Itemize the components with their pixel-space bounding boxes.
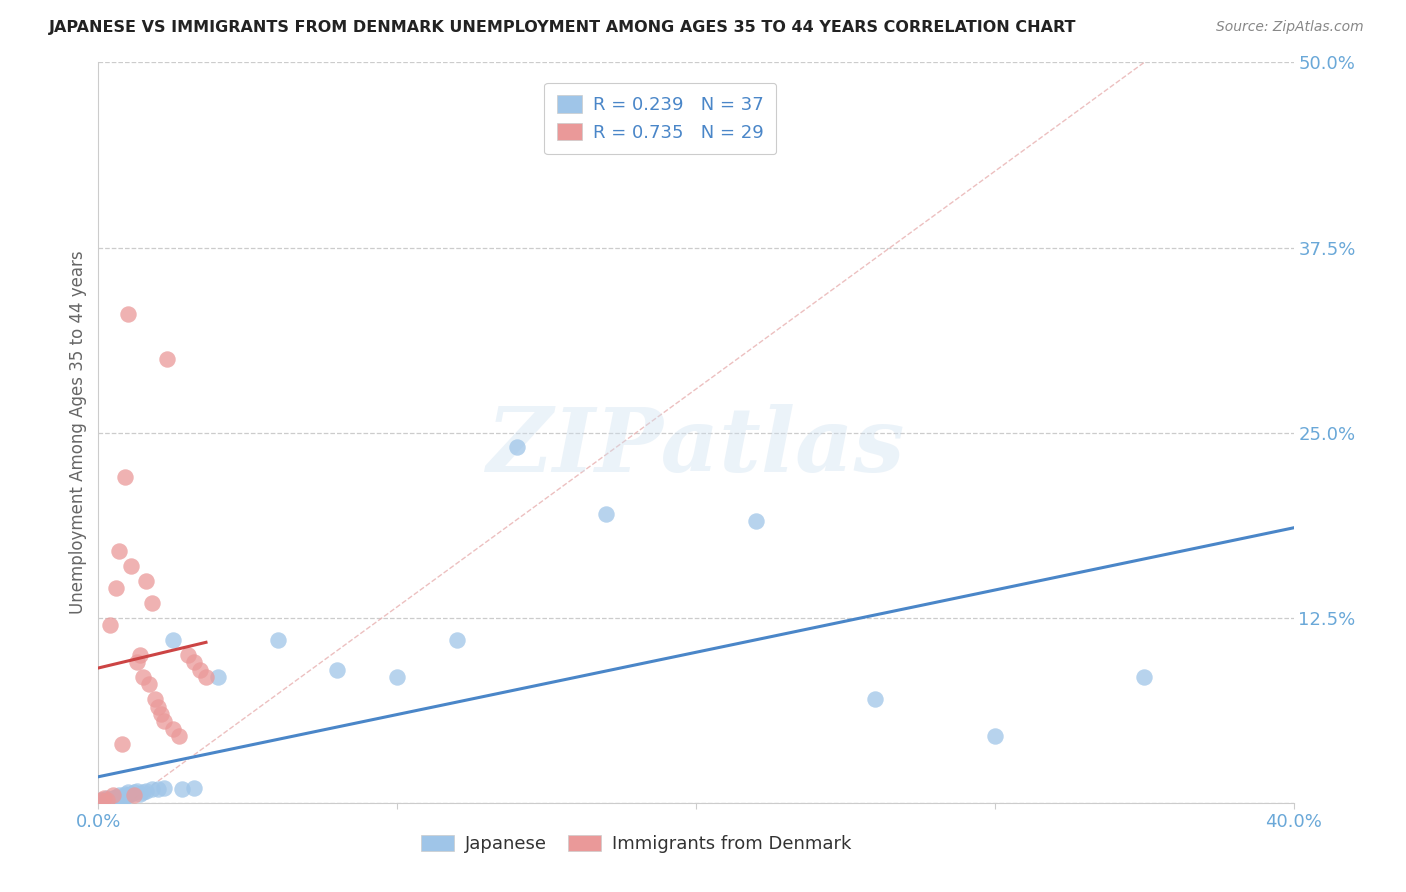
Point bbox=[103, 789, 125, 803]
Point bbox=[132, 670, 155, 684]
Point bbox=[138, 677, 160, 691]
Point bbox=[124, 789, 146, 803]
Point bbox=[172, 782, 194, 797]
Point bbox=[103, 791, 125, 805]
Point bbox=[141, 782, 163, 797]
Point bbox=[114, 470, 136, 484]
Legend: Japanese, Immigrants from Denmark: Japanese, Immigrants from Denmark bbox=[415, 828, 858, 861]
Point bbox=[93, 793, 115, 807]
Point bbox=[98, 618, 122, 632]
Point bbox=[183, 655, 205, 669]
Point bbox=[117, 789, 139, 803]
Point bbox=[127, 784, 149, 798]
Point bbox=[1133, 670, 1156, 684]
Text: Source: ZipAtlas.com: Source: ZipAtlas.com bbox=[1216, 20, 1364, 34]
Point bbox=[595, 507, 617, 521]
Point bbox=[114, 787, 136, 801]
Point bbox=[90, 793, 112, 807]
Point bbox=[108, 544, 131, 558]
Point bbox=[207, 670, 229, 684]
Point bbox=[105, 793, 128, 807]
Point bbox=[150, 706, 173, 721]
Point bbox=[129, 648, 152, 662]
Point bbox=[188, 663, 211, 677]
Point bbox=[162, 722, 184, 736]
Point bbox=[117, 307, 139, 321]
Point bbox=[114, 789, 136, 804]
Point bbox=[148, 699, 170, 714]
Point bbox=[129, 787, 152, 801]
Point bbox=[120, 558, 142, 573]
Point bbox=[183, 780, 205, 795]
Point bbox=[143, 692, 166, 706]
Point bbox=[177, 648, 200, 662]
Point bbox=[745, 515, 768, 529]
Point bbox=[326, 663, 349, 677]
Point bbox=[267, 632, 290, 647]
Point bbox=[124, 785, 146, 799]
Point bbox=[162, 632, 184, 647]
Point bbox=[98, 793, 122, 807]
Point bbox=[108, 789, 131, 803]
Point bbox=[105, 789, 128, 804]
Point bbox=[167, 729, 190, 743]
Point bbox=[105, 581, 128, 595]
Point bbox=[93, 791, 115, 805]
Text: JAPANESE VS IMMIGRANTS FROM DENMARK UNEMPLOYMENT AMONG AGES 35 TO 44 YEARS CORRE: JAPANESE VS IMMIGRANTS FROM DENMARK UNEM… bbox=[49, 20, 1077, 35]
Point bbox=[96, 793, 118, 807]
Point bbox=[111, 737, 134, 751]
Point bbox=[90, 793, 112, 807]
Point bbox=[141, 596, 163, 610]
Point bbox=[446, 632, 468, 647]
Point bbox=[108, 791, 131, 805]
Point bbox=[156, 351, 179, 366]
Point bbox=[96, 791, 118, 805]
Y-axis label: Unemployment Among Ages 35 to 44 years: Unemployment Among Ages 35 to 44 years bbox=[69, 251, 87, 615]
Point bbox=[385, 670, 409, 684]
Point bbox=[132, 785, 155, 799]
Point bbox=[984, 729, 1007, 743]
Point bbox=[153, 780, 176, 795]
Point bbox=[135, 574, 157, 588]
Point bbox=[135, 784, 157, 798]
Point bbox=[506, 441, 529, 455]
Point bbox=[120, 787, 142, 801]
Point bbox=[195, 670, 218, 684]
Point bbox=[117, 785, 139, 799]
Point bbox=[153, 714, 176, 729]
Point bbox=[127, 655, 149, 669]
Text: ZIPatlas: ZIPatlas bbox=[488, 404, 904, 491]
Point bbox=[148, 782, 170, 797]
Point bbox=[865, 692, 887, 706]
Point bbox=[111, 789, 134, 804]
